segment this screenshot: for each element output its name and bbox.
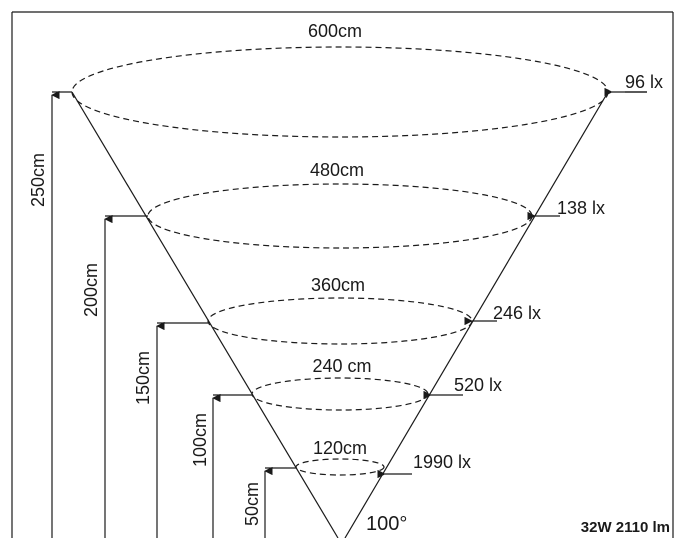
height-label-50cm: 50cm xyxy=(242,482,262,526)
beam-ellipse-240cm xyxy=(251,377,429,411)
level-50cm: 50cm 120cm 1990 lx xyxy=(242,438,471,538)
diameter-label-120cm: 120cm xyxy=(313,438,367,458)
cone-right-edge xyxy=(344,91,609,538)
lux-label-138: 138 lx xyxy=(557,198,605,218)
lux-label-96: 96 lx xyxy=(625,72,663,92)
cone-left-edge xyxy=(71,91,339,538)
beam-angle-label: 100° xyxy=(366,513,407,535)
diameter-label-240cm: 240 cm xyxy=(312,356,371,376)
level-150cm: 150cm 360cm 246 lx xyxy=(133,275,541,538)
lux-label-520: 520 lx xyxy=(454,375,502,395)
height-label-150cm: 150cm xyxy=(133,351,153,405)
lux-label-1990: 1990 lx xyxy=(413,452,471,472)
diameter-label-600cm: 600cm xyxy=(308,21,362,41)
height-label-100cm: 100cm xyxy=(190,413,210,467)
diameter-label-480cm: 480cm xyxy=(310,160,364,180)
height-label-200cm: 200cm xyxy=(81,263,101,317)
height-label-250cm: 250cm xyxy=(28,153,48,207)
level-200cm: 200cm 480cm 138 lx xyxy=(81,160,605,538)
rating-label: 32W 2110 lm xyxy=(581,519,670,536)
beam-ellipse-600cm xyxy=(71,46,609,138)
beam-ellipse-120cm xyxy=(295,458,385,476)
level-250cm: 250cm 600cm 96 lx xyxy=(28,21,663,538)
level-100cm: 100cm 240 cm 520 lx xyxy=(190,356,502,538)
lux-label-246: 246 lx xyxy=(493,303,541,323)
diameter-label-360cm: 360cm xyxy=(311,275,365,295)
beam-ellipse-480cm xyxy=(147,183,533,249)
beam-ellipse-360cm xyxy=(207,297,473,345)
